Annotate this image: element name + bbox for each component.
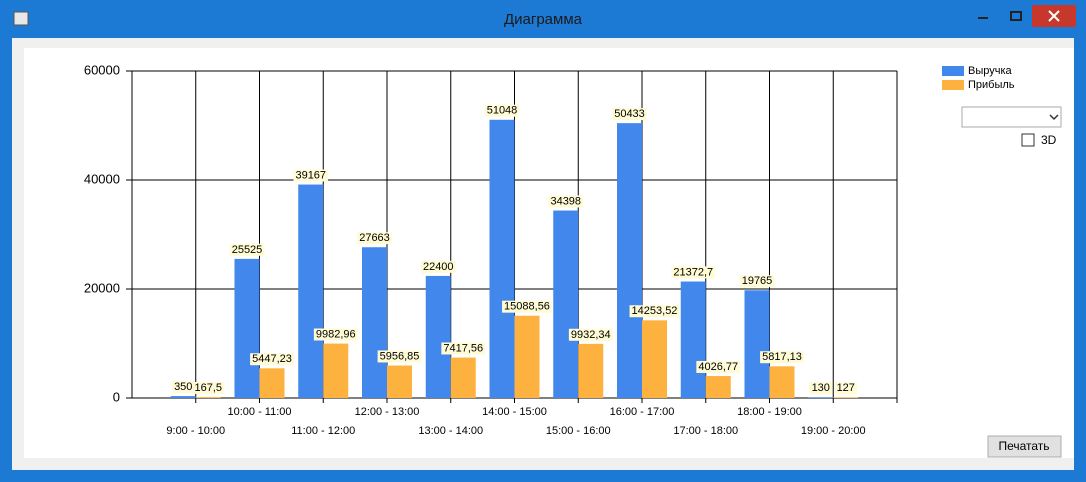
print-button-label[interactable]: Печатать [998, 439, 1049, 453]
x-tick-label: 9:00 - 10:00 [166, 425, 225, 437]
data-label-bg [834, 382, 857, 395]
print-button[interactable] [987, 435, 1062, 458]
y-tick-label: 0 [113, 389, 120, 404]
data-label-bg [192, 381, 225, 394]
data-label: 51048 [487, 105, 518, 117]
legend-label: Выручка [968, 65, 1013, 77]
bar [705, 376, 731, 398]
bar [234, 258, 260, 398]
x-tick-label: 18:00 - 19:00 [737, 406, 802, 418]
data-label-bg [357, 232, 392, 245]
combo-arrow [1049, 114, 1059, 121]
bar [259, 368, 285, 398]
data-label: 19765 [742, 275, 773, 287]
data-label: 21372,7 [673, 266, 713, 278]
checkbox-label[interactable]: 3D [1041, 133, 1057, 147]
data-label: 5447,23 [252, 353, 292, 365]
data-label-bg [671, 266, 716, 279]
bar [578, 343, 604, 398]
data-label: 34398 [550, 195, 581, 207]
bar [387, 365, 412, 398]
y-tick-label: 40000 [84, 171, 120, 186]
app-icon [13, 11, 29, 26]
bar [680, 281, 706, 398]
x-tick-label: 16:00 - 17:00 [610, 406, 675, 418]
data-label-bg [377, 350, 422, 363]
bar [617, 123, 642, 399]
bar [833, 397, 859, 398]
x-tick-label: 13:00 - 14:00 [418, 425, 483, 437]
close-icon [1048, 10, 1060, 22]
minimize-button[interactable] [978, 17, 988, 19]
bar [808, 397, 834, 398]
y-tick-label: 60000 [84, 62, 120, 77]
data-label-bg [629, 305, 680, 318]
data-label: 9982,96 [316, 328, 356, 340]
bar [744, 290, 770, 398]
bar [323, 343, 349, 398]
legend-label: Прибыль [968, 79, 1015, 91]
window-title: Диаграмма [504, 11, 583, 28]
data-label-bg [548, 195, 584, 208]
data-label-bg [293, 169, 329, 182]
bar [298, 184, 324, 398]
data-label: 25525 [232, 244, 263, 256]
x-tick-label: 17:00 - 18:00 [673, 425, 738, 437]
data-label-bg [739, 275, 775, 288]
combo-box[interactable] [961, 106, 1062, 128]
bar [514, 315, 540, 398]
data-label: 50433 [614, 108, 645, 120]
bar [195, 397, 221, 398]
checkbox[interactable] [1021, 133, 1035, 147]
x-tick-label: 12:00 - 13:00 [355, 406, 420, 418]
data-label: 14253,52 [632, 305, 678, 317]
data-label-bg [612, 108, 647, 121]
y-tick-label: 20000 [84, 280, 120, 295]
data-label-bg [313, 328, 358, 341]
data-label-bg [760, 351, 804, 364]
bar [642, 320, 667, 398]
bar [553, 210, 579, 398]
data-label-bg [420, 260, 456, 273]
x-tick-label: 10:00 - 11:00 [227, 406, 291, 418]
bar [769, 366, 795, 398]
data-label-bg [568, 328, 613, 341]
legend-swatch [942, 80, 964, 90]
x-tick-label: 11:00 - 12:00 [291, 425, 355, 437]
x-tick-label: 14:00 - 15:00 [482, 406, 547, 418]
data-label-bg [229, 243, 265, 256]
data-label: 127 [837, 382, 855, 394]
data-label-bg [250, 353, 294, 366]
data-label: 5956,85 [380, 350, 420, 362]
data-label-bg [696, 360, 741, 373]
x-tick-label: 19:00 - 20:00 [801, 425, 866, 437]
data-label-bg [809, 382, 832, 395]
x-tick-label: 15:00 - 16:00 [546, 425, 611, 437]
data-label: 350 [174, 381, 192, 393]
data-label: 9932,34 [571, 329, 611, 341]
data-label: 167,5 [194, 382, 222, 394]
data-label: 7417,56 [443, 342, 483, 354]
data-label: 39167 [295, 169, 326, 181]
legend-swatch [942, 66, 964, 76]
bar [450, 357, 476, 398]
bar [170, 396, 196, 398]
data-label: 15088,56 [504, 301, 550, 313]
data-label-bg [502, 300, 552, 313]
data-label: 27663 [359, 232, 390, 244]
bar [362, 247, 387, 398]
data-label-bg [441, 342, 486, 355]
maximize-button[interactable] [1010, 11, 1022, 21]
bar [425, 275, 451, 398]
data-label: 4026,77 [698, 361, 738, 373]
bar [489, 119, 515, 399]
data-label-bg [484, 104, 520, 117]
data-label: 130 [812, 382, 830, 394]
data-label-bg [172, 380, 195, 393]
data-label: 5817,13 [762, 351, 802, 363]
data-label: 22400 [423, 261, 454, 273]
